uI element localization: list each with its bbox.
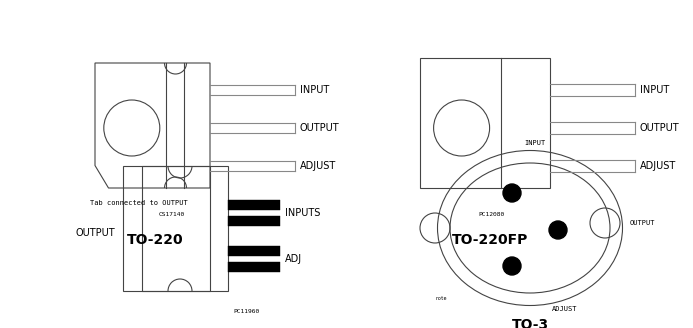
Text: OUTPUT: OUTPUT [630, 220, 656, 226]
Text: 2: 2 [510, 185, 514, 190]
Text: TO-3: TO-3 [511, 318, 549, 328]
Text: OUTPUT: OUTPUT [640, 123, 680, 133]
Bar [228, 262, 280, 272]
Text: PC11960: PC11960 [233, 309, 259, 314]
Text: CS17140: CS17140 [158, 212, 184, 217]
Text: INPUT: INPUT [300, 85, 329, 95]
Bar [420, 58, 550, 188]
Text: INPUTS: INPUTS [285, 208, 320, 218]
Text: 1: 1 [510, 258, 514, 263]
Text: OUTPUT: OUTPUT [76, 228, 115, 238]
Text: ADJUST: ADJUST [300, 161, 336, 171]
Bar [123, 166, 228, 291]
Text: ADJ: ADJ [285, 254, 302, 264]
Text: note: note [435, 296, 446, 301]
Text: 3: 3 [560, 222, 564, 227]
Text: TO-220: TO-220 [127, 233, 184, 247]
Text: TO-220FP: TO-220FP [452, 233, 528, 247]
Circle shape [503, 184, 521, 202]
Text: INPUT: INPUT [640, 85, 669, 95]
Bar [228, 216, 280, 226]
Text: ADJUST: ADJUST [552, 306, 578, 312]
Circle shape [503, 257, 521, 275]
Circle shape [549, 221, 567, 239]
Text: OUTPUT: OUTPUT [300, 123, 340, 133]
Text: INPUT: INPUT [525, 140, 545, 146]
Text: Tab connected to OUTPUT: Tab connected to OUTPUT [90, 200, 188, 206]
Bar [228, 200, 280, 210]
Bar [142, 166, 210, 291]
Bar [228, 246, 280, 256]
Text: PC12080: PC12080 [478, 212, 505, 217]
Text: ADJUST: ADJUST [640, 161, 676, 171]
